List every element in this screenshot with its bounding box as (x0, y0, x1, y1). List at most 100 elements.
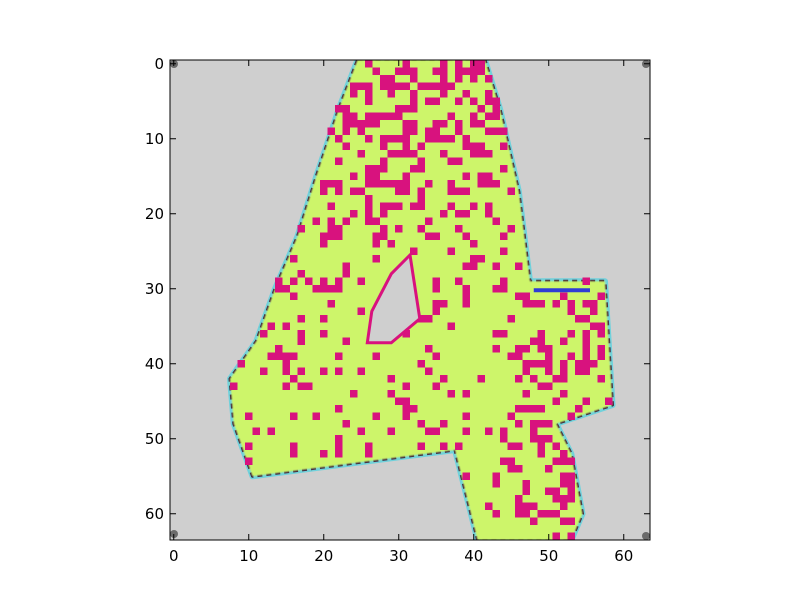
noise-pixel (395, 135, 403, 143)
noise-pixel (365, 120, 373, 128)
noise-pixel (342, 120, 350, 128)
noise-pixel (537, 337, 545, 345)
noise-pixel (447, 390, 455, 398)
noise-pixel (410, 150, 418, 158)
noise-pixel (380, 135, 388, 143)
noise-pixel (455, 127, 463, 135)
noise-pixel (545, 487, 553, 495)
noise-pixel (492, 180, 500, 188)
noise-pixel (440, 67, 448, 75)
noise-pixel (597, 345, 605, 353)
noise-pixel (515, 352, 523, 360)
noise-pixel (402, 382, 410, 390)
noise-pixel (530, 517, 538, 525)
glyph-edge (228, 60, 614, 540)
noise-pixel (432, 232, 440, 240)
noise-pixel (530, 420, 538, 428)
noise-pixel (537, 360, 545, 368)
noise-pixel (410, 247, 418, 255)
noise-pixel (597, 330, 605, 338)
noise-pixel (567, 480, 575, 488)
noise-pixel (515, 442, 523, 450)
noise-pixel (342, 112, 350, 120)
noise-pixel (342, 270, 350, 278)
noise-pixel (567, 330, 575, 338)
noise-pixel (387, 75, 395, 83)
noise-pixel (462, 262, 470, 270)
noise-pixel (560, 517, 568, 525)
noise-pixel (410, 97, 418, 105)
noise-pixel (395, 67, 403, 75)
noise-pixel (462, 390, 470, 398)
noise-pixel (545, 510, 553, 518)
y-tick-label: 10 (145, 130, 164, 148)
noise-pixel (462, 172, 470, 180)
noise-pixel (335, 352, 343, 360)
noise-pixel (357, 367, 365, 375)
noise-pixel (492, 127, 500, 135)
noise-pixel (335, 157, 343, 165)
noise-pixel (477, 255, 485, 263)
noise-pixel (462, 142, 470, 150)
noise-pixel (417, 420, 425, 428)
noise-pixel (440, 420, 448, 428)
noise-pixel (552, 300, 560, 308)
noise-pixel (470, 255, 478, 263)
noise-pixel (335, 435, 343, 443)
noise-pixel (335, 367, 343, 375)
noise-pixel (567, 307, 575, 315)
noise-pixel (455, 210, 463, 218)
noise-pixel (500, 285, 508, 293)
noise-pixel (425, 315, 433, 323)
noise-pixel (530, 337, 538, 345)
noise-pixel (305, 382, 313, 390)
noise-pixel (342, 420, 350, 428)
noise-pixel (515, 510, 523, 518)
noise-pixel (365, 180, 373, 188)
noise-pixel (440, 75, 448, 83)
noise-pixel (432, 97, 440, 105)
noise-pixel (357, 427, 365, 435)
noise-pixel (335, 180, 343, 188)
noise-pixel (327, 202, 335, 210)
noise-pixel (560, 472, 568, 480)
x-tick-label: 50 (539, 547, 558, 565)
noise-pixel (320, 180, 328, 188)
noise-pixel (485, 202, 493, 210)
noise-pixel (440, 210, 448, 218)
noise-pixel (380, 202, 388, 210)
noise-pixel (410, 75, 418, 83)
noise-pixel (590, 300, 598, 308)
noise-pixel (342, 217, 350, 225)
noise-pixel (492, 112, 500, 120)
noise-pixel (597, 292, 605, 300)
noise-pixel (485, 210, 493, 218)
noise-pixel (560, 450, 568, 458)
noise-pixel (567, 472, 575, 480)
noise-pixel (537, 420, 545, 428)
noise-pixel (365, 442, 373, 450)
noise-pixel (387, 135, 395, 143)
noise-pixel (447, 180, 455, 188)
noise-pixel (342, 105, 350, 113)
noise-pixel (462, 210, 470, 218)
noise-pixel (545, 382, 553, 390)
noise-pixel (387, 375, 395, 383)
noise-pixel (537, 450, 545, 458)
noise-pixel (290, 352, 298, 360)
noise-pixel (530, 360, 538, 368)
noise-pixel (470, 67, 478, 75)
noise-pixel (342, 262, 350, 270)
noise-pixel (462, 412, 470, 420)
noise-pixel (365, 450, 373, 458)
noise-pixel (552, 457, 560, 465)
noise-pixel (402, 412, 410, 420)
noise-pixel (485, 75, 493, 83)
noise-pixel (350, 120, 358, 128)
noise-pixel (440, 120, 448, 128)
noise-pixel (297, 225, 305, 233)
noise-pixel (425, 135, 433, 143)
noise-pixel (372, 352, 380, 360)
noise-pixel (402, 180, 410, 188)
noise-pixel (582, 337, 590, 345)
